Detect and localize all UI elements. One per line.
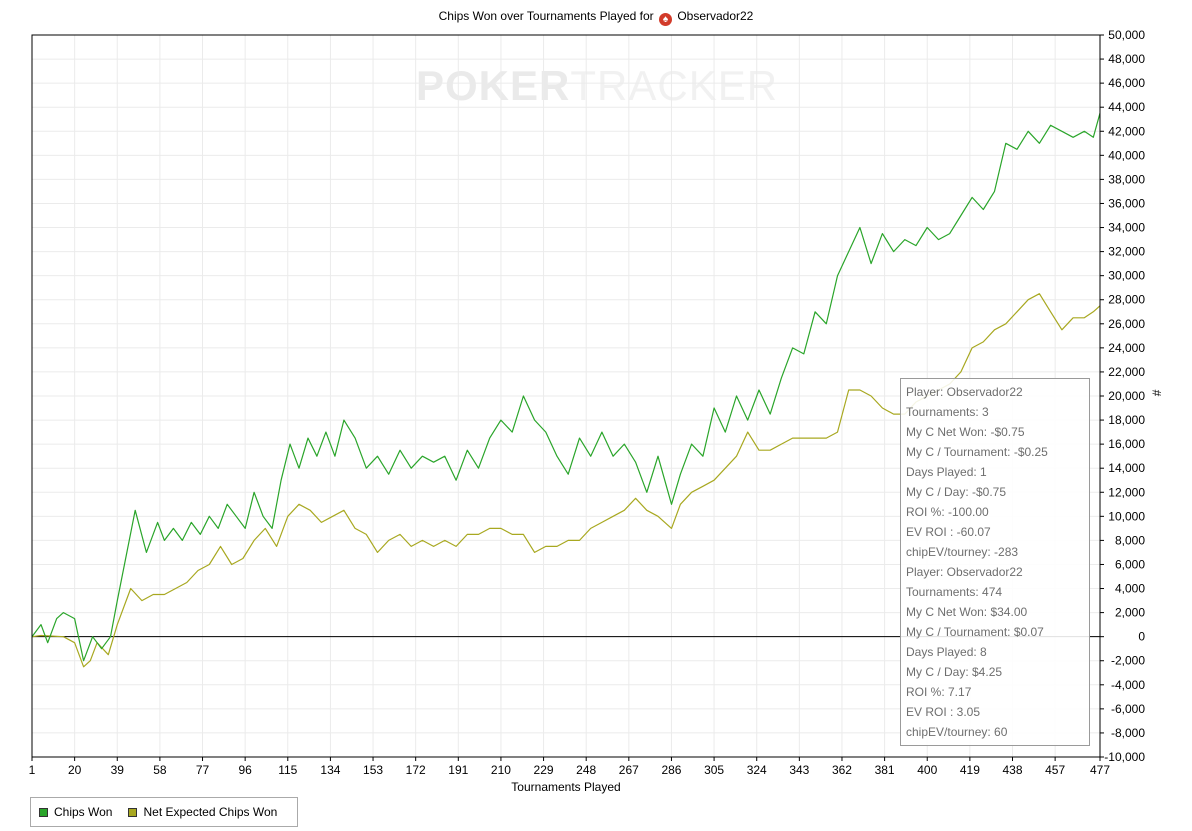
x-tick-label: 172 xyxy=(406,763,426,777)
y-tick-label: -10,000 xyxy=(1104,750,1145,764)
y-tick-label: -8,000 xyxy=(1111,726,1145,740)
y-tick-label: 22,000 xyxy=(1108,365,1145,379)
y-axis-label: # xyxy=(1149,389,1164,397)
x-tick-label: 1 xyxy=(29,763,36,777)
y-tick-label: 44,000 xyxy=(1108,100,1145,114)
tooltip-line: My C / Day: $4.25 xyxy=(906,665,1003,679)
x-tick-label: 77 xyxy=(196,763,210,777)
x-tick-label: 248 xyxy=(576,763,596,777)
tooltip-line: Days Played: 1 xyxy=(906,465,987,479)
y-tick-label: -2,000 xyxy=(1111,654,1145,668)
y-tick-label: 38,000 xyxy=(1108,172,1145,186)
y-tick-label: 20,000 xyxy=(1108,389,1145,403)
x-tick-label: 419 xyxy=(960,763,980,777)
y-tick-label: -6,000 xyxy=(1111,702,1145,716)
x-tick-label: 58 xyxy=(153,763,167,777)
y-tick-label: 50,000 xyxy=(1108,28,1145,42)
x-tick-label: 39 xyxy=(111,763,125,777)
legend-label-net-expected: Net Expected Chips Won xyxy=(143,805,278,819)
x-tick-label: 362 xyxy=(832,763,852,777)
x-tick-label: 210 xyxy=(491,763,511,777)
y-tick-label: 18,000 xyxy=(1108,413,1145,427)
pokerstars-spade-icon: ♠ xyxy=(658,13,672,26)
x-tick-label: 267 xyxy=(619,763,639,777)
tooltip-line: Player: Observador22 xyxy=(906,385,1023,399)
tooltip-line: EV ROI : -60.07 xyxy=(906,525,991,539)
tooltip-line: My C / Day: -$0.75 xyxy=(906,485,1007,499)
tooltip-line: Player: Observador22 xyxy=(906,565,1023,579)
chart-title-text: Chips Won over Tournaments Played for xyxy=(438,9,654,23)
y-tick-label: 10,000 xyxy=(1108,509,1145,523)
watermark-light: TRACKER xyxy=(570,62,779,109)
y-tick-label: 30,000 xyxy=(1108,269,1145,283)
x-tick-label: 229 xyxy=(534,763,554,777)
x-tick-label: 438 xyxy=(1002,763,1022,777)
tooltip-line: Tournaments: 474 xyxy=(906,585,1003,599)
y-tick-label: 6,000 xyxy=(1115,557,1145,571)
y-tick-label: 12,000 xyxy=(1108,485,1145,499)
tooltip-line: ROI %: 7.17 xyxy=(906,685,972,699)
tooltip-line: My C Net Won: -$0.75 xyxy=(906,425,1025,439)
chart-title: Chips Won over Tournaments Played for ♠ … xyxy=(0,9,1192,26)
y-tick-label: 40,000 xyxy=(1108,148,1145,162)
legend-swatch-chips-won xyxy=(39,807,48,817)
x-tick-label: 153 xyxy=(363,763,383,777)
x-axis-ticks: 1 20 39 58 77 96 115 134 153 172 191 210 229 248 267 28… xyxy=(29,757,1110,777)
legend-item-chips-won[interactable]: Chips Won xyxy=(39,805,112,819)
tooltip-line: ROI %: -100.00 xyxy=(906,505,989,519)
legend-item-net-expected[interactable]: Net Expected Chips Won xyxy=(128,805,277,819)
y-tick-label: 0 xyxy=(1138,630,1145,644)
tooltip-line: chipEV/tourney: -283 xyxy=(906,545,1019,559)
tooltip-line: My C Net Won: $34.00 xyxy=(906,605,1028,619)
y-tick-label: 46,000 xyxy=(1108,76,1145,90)
x-tick-label: 477 xyxy=(1090,763,1110,777)
tooltip-line: EV ROI : 3.05 xyxy=(906,705,981,719)
x-tick-label: 457 xyxy=(1045,763,1065,777)
y-tick-label: -4,000 xyxy=(1111,678,1145,692)
y-tick-label: 28,000 xyxy=(1108,293,1145,307)
y-tick-label: 34,000 xyxy=(1108,221,1145,235)
y-tick-label: 32,000 xyxy=(1108,245,1145,259)
legend-label-chips-won: Chips Won xyxy=(54,805,113,819)
y-tick-label: 24,000 xyxy=(1108,341,1145,355)
y-tick-label: 8,000 xyxy=(1115,533,1145,547)
x-tick-label: 324 xyxy=(747,763,767,777)
x-axis-label: Tournaments Played xyxy=(511,780,621,794)
tooltip-line: chipEV/tourney: 60 xyxy=(906,725,1008,739)
x-tick-label: 191 xyxy=(448,763,468,777)
y-tick-label: 36,000 xyxy=(1108,196,1145,210)
tooltip-line: Tournaments: 3 xyxy=(906,405,989,419)
tooltip-line: My C / Tournament: -$0.25 xyxy=(906,445,1048,459)
y-axis-ticks: -10,000 -8,000 -6,000 -4,000 -2,000 0 2,000 4,0… xyxy=(1100,28,1145,764)
x-tick-label: 96 xyxy=(238,763,252,777)
x-tick-label: 286 xyxy=(661,763,681,777)
x-tick-label: 381 xyxy=(875,763,895,777)
x-tick-label: 400 xyxy=(917,763,937,777)
x-tick-label: 115 xyxy=(278,763,297,777)
player-name: Observador22 xyxy=(677,9,754,23)
y-tick-label: 4,000 xyxy=(1115,582,1145,596)
tooltip-line: My C / Tournament: $0.07 xyxy=(906,625,1044,639)
x-tick-label: 305 xyxy=(704,763,724,777)
tooltip-line: Days Played: 8 xyxy=(906,645,987,659)
stats-tooltip: Player: Observador22 Tournaments: 3 My C N… xyxy=(900,378,1090,746)
y-tick-label: 26,000 xyxy=(1108,317,1145,331)
y-tick-label: 14,000 xyxy=(1108,461,1145,475)
series-line-chips-won xyxy=(31,113,1101,662)
legend-swatch-net-expected xyxy=(128,807,138,817)
pokertracker-watermark: POKERTRACKER xyxy=(416,62,778,110)
x-tick-label: 20 xyxy=(68,763,82,777)
chart-legend: Chips Won Net Expected Chips Won xyxy=(30,797,298,827)
y-tick-label: 42,000 xyxy=(1108,124,1145,138)
y-tick-label: 16,000 xyxy=(1108,437,1145,451)
y-tick-label: 48,000 xyxy=(1108,52,1145,66)
x-tick-label: 343 xyxy=(789,763,809,777)
y-tick-label: 2,000 xyxy=(1115,606,1145,620)
x-tick-label: 134 xyxy=(320,763,340,777)
